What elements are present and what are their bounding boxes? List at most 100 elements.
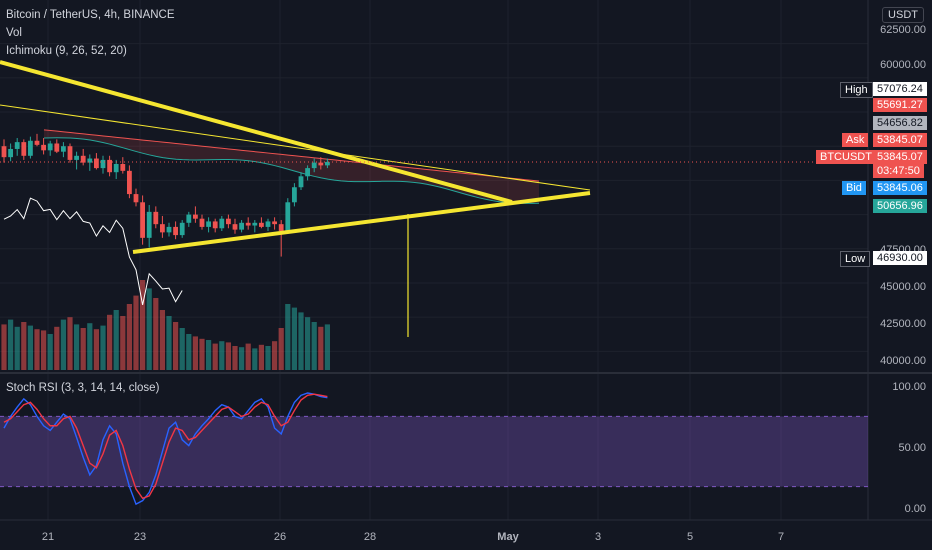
stoch-d-line [3,393,328,500]
volume-bar [133,295,139,370]
candle-body [127,170,132,195]
volume-bar [318,326,324,370]
volume-bar [1,324,7,370]
volume-bar [212,343,218,370]
volume-bar [232,346,238,370]
candle-body [311,162,317,169]
high-label: High [840,82,873,98]
candle-body [28,140,33,156]
candle-body [265,221,271,227]
candle-body [193,214,198,219]
volume-bar [192,336,198,370]
stoch-rsi-pane [0,392,868,506]
volume-bar [8,319,14,370]
volume-bar [291,307,297,370]
time-tick: 21 [41,531,55,543]
candle-body [146,211,152,238]
volume-bar [93,329,99,370]
stoch-tick: 100.00 [892,381,926,393]
candle-body [140,202,145,238]
volume-bar [100,325,106,370]
candle-body [219,218,225,229]
price-tick: 62500.00 [880,24,926,36]
candle-body [278,224,284,231]
volume-bar [113,310,119,370]
volume-bar [166,316,172,370]
volume-bar [186,334,192,370]
candle-body [113,164,119,173]
price-tick: 60000.00 [880,59,926,71]
price-candles [1,133,330,257]
candle-body [179,222,185,236]
ask-value: 53845.07 [873,133,927,147]
price-tick: 45000.00 [880,281,926,293]
price-tick: 42500.00 [880,318,926,330]
symbol-label: BTCUSDT [816,150,876,164]
chikou-span-line [3,197,183,305]
ichimoku-base-value: 54656.82 [873,116,927,130]
candle-body [245,222,251,226]
candle-body [206,221,211,227]
candle-body [226,218,231,225]
candle-body [47,143,53,151]
kumo-area [44,129,539,204]
candle-body [305,168,310,177]
volume-bar [74,324,80,370]
stoch-band [0,416,868,487]
volume-bar [47,334,53,370]
stoch-tick: 0.00 [904,503,926,515]
candle-body [285,202,291,231]
low-label: Low [840,251,871,267]
candle-body [232,224,238,230]
upper-trendline [0,60,513,204]
volume-bar [21,322,27,370]
candle-body [292,187,297,203]
volume-bar [311,322,317,370]
candle-body [239,222,244,230]
candle-body [252,222,258,226]
volume-bar [107,314,113,370]
candle-body [41,144,46,151]
chart-title: Bitcoin / TetherUS, 4h, BINANCE [6,9,175,21]
candle-body [67,146,73,160]
candle-body [100,159,106,169]
ask-label: Ask [842,133,869,147]
volume-bar [258,344,264,370]
volume-bar [298,312,304,370]
volume-bar [179,328,185,370]
ichimoku-lead-value: 50656.96 [873,199,927,213]
candle-body [173,226,178,236]
candle-body [160,224,165,233]
candle-body [186,214,192,223]
ichimoku-cloud [43,129,540,204]
volume-bar [199,338,205,370]
volume-bar [120,316,126,370]
candle-body [153,211,159,225]
volume-bar [34,329,40,370]
candle-body [298,176,304,188]
volume-bar [27,325,33,370]
volume-bar [245,343,251,370]
drawing-overlays [0,60,868,337]
last-price-value: 53845.07 [873,150,927,164]
volume-bar [173,322,179,370]
volume-bar [324,324,330,370]
candle-body [199,218,205,227]
currency-badge[interactable]: USDT [882,7,924,23]
candle-body [107,159,112,173]
volume-bar [239,347,245,370]
candle-body [61,146,66,152]
ichimoku-legend: Ichimoku (9, 26, 52, 20) [6,45,127,57]
time-tick: 26 [273,531,287,543]
volume-bar [278,328,284,370]
volume-bar [206,340,212,370]
senkou-span-a-line [43,137,540,204]
ichimoku-span-value: 55691.27 [873,98,927,112]
volume-bar [126,304,132,370]
time-tick: 3 [594,531,602,543]
time-tick: 7 [777,531,785,543]
volume-bar [146,288,152,370]
bid-value: 53845.06 [873,181,927,195]
volume-bar [265,346,271,370]
